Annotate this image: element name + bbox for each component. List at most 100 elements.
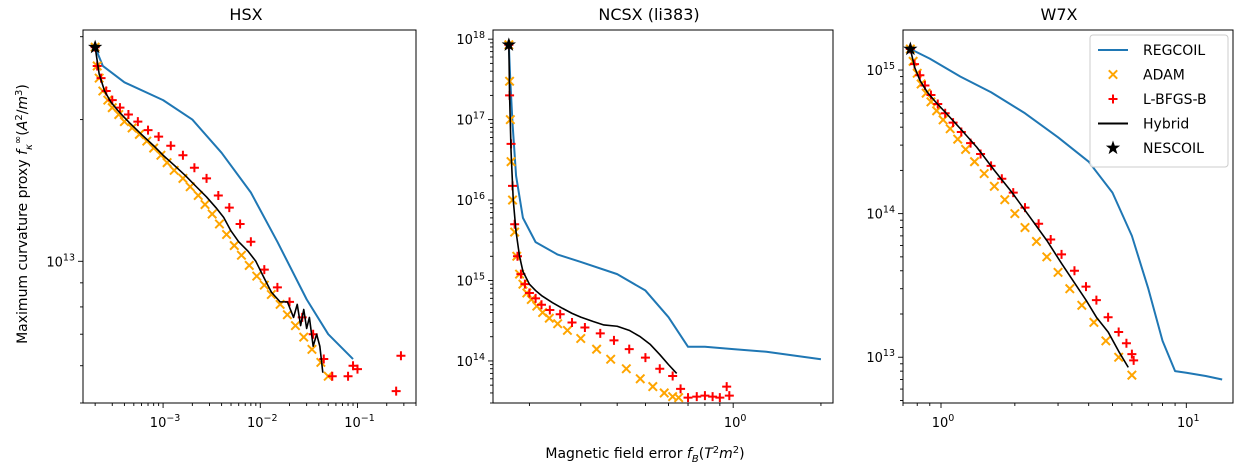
axis-ticks: 100 101 1013 1014 1015 <box>866 61 1199 431</box>
l-bfgs-b-point <box>1091 295 1101 305</box>
panel-title: W7X <box>1041 5 1078 24</box>
adam-point <box>266 289 277 300</box>
adam-point <box>979 168 990 179</box>
legend-label-adam: ADAM <box>1143 68 1185 84</box>
l-bfgs-b-point <box>524 288 534 298</box>
legend: REGCOIL ADAM L-BFGS-B Hybrid NESCOIL <box>1089 34 1229 168</box>
regcoil-line <box>909 48 1223 381</box>
adam-point <box>290 320 301 331</box>
legend-label-hybrid: Hybrid <box>1143 117 1189 133</box>
adam-point <box>1088 317 1099 328</box>
adam-point <box>673 392 684 403</box>
adam-point <box>244 260 255 271</box>
l-bfgs-b-point <box>213 190 223 200</box>
l-bfgs-b-point <box>668 371 678 381</box>
l-bfgs-b-point <box>1121 338 1131 348</box>
l-bfgs-b-point <box>178 150 188 160</box>
l-bfgs-b-point <box>224 203 234 213</box>
panel-w7x: W7X 100 101 1013 1014 1015 <box>866 5 1234 431</box>
adam-point <box>1031 236 1042 247</box>
tick-label: 1016 <box>456 191 485 209</box>
tick-label: 10−2 <box>247 413 278 431</box>
axis-ticks: 100 1014 1015 1016 1017 1018 <box>456 30 822 431</box>
l-bfgs-b-point <box>154 132 164 142</box>
l-bfgs-b-point <box>683 393 693 403</box>
l-bfgs-b-point <box>202 173 212 183</box>
tick-label: 101 <box>1177 413 1200 431</box>
l-bfgs-b-point <box>391 386 401 396</box>
tick-label: 1015 <box>456 271 485 289</box>
adam-point <box>193 190 204 201</box>
adam-point <box>544 313 555 324</box>
adam-point <box>251 271 262 282</box>
l-bfgs-b-point <box>567 318 577 328</box>
panel-ncsx: NCSX (li383) 100 1014 1015 1016 1017 1018 <box>456 5 834 431</box>
axes-frame <box>902 29 1234 404</box>
l-bfgs-b-point <box>123 110 133 120</box>
adam-point <box>298 332 309 343</box>
adam-point <box>307 344 317 355</box>
axes-frame <box>82 29 417 404</box>
adam-point <box>1076 300 1087 311</box>
adam-point <box>1041 251 1052 262</box>
series-group <box>88 39 406 396</box>
l-bfgs-b-point <box>948 118 958 128</box>
l-bfgs-b-point <box>536 300 546 310</box>
legend-swatch-nescoil <box>1105 140 1121 155</box>
legend-swatch-adam <box>1108 69 1118 80</box>
adam-point <box>591 344 602 355</box>
l-bfgs-b-point <box>352 364 362 374</box>
series-group <box>501 37 822 403</box>
tick-label: 1014 <box>866 205 895 223</box>
tick-label: 1014 <box>456 352 485 370</box>
adam-point <box>575 333 586 344</box>
hybrid-line <box>508 44 678 374</box>
adam-point <box>960 144 971 155</box>
tick-label: 100 <box>724 413 747 431</box>
legend-swatch-l-bfgs-b <box>1108 94 1118 104</box>
adam-point <box>1009 208 1020 219</box>
regcoil-line <box>507 44 822 361</box>
tick-label: 100 <box>932 413 955 431</box>
l-bfgs-b-point <box>246 237 256 247</box>
plot-area <box>903 41 1223 381</box>
l-bfgs-b-point <box>640 353 650 363</box>
adam-point <box>635 373 646 384</box>
l-bfgs-b-point <box>133 117 143 127</box>
legend-label-nescoil: NESCOIL <box>1143 141 1204 157</box>
hybrid-line <box>94 47 324 373</box>
plot-area <box>88 39 406 396</box>
l-bfgs-b-point <box>531 293 541 303</box>
l-bfgs-b-point <box>166 141 176 151</box>
l-bfgs-b-point <box>259 265 269 275</box>
tick-label: 1013 <box>866 348 895 366</box>
adam-point <box>214 219 225 229</box>
adam-point <box>621 363 632 374</box>
axis-ticks: 10−3 10−2 10−1 1013 <box>46 36 417 431</box>
l-bfgs-b-point <box>692 392 702 402</box>
tick-label: 10−3 <box>150 413 181 431</box>
l-bfgs-b-point <box>143 125 153 135</box>
adam-point <box>969 156 980 167</box>
l-bfgs-b-point <box>235 219 245 229</box>
l-bfgs-b-point <box>715 393 725 403</box>
adam-point <box>229 240 240 251</box>
axes-frame <box>492 29 834 404</box>
l-bfgs-b-point <box>655 364 665 374</box>
l-bfgs-b-point <box>609 335 619 345</box>
l-bfgs-b-point <box>1046 235 1056 245</box>
panel-title: HSX <box>229 5 262 24</box>
adam-point <box>647 381 658 392</box>
l-bfgs-b-point <box>1114 327 1124 337</box>
adam-point <box>659 388 670 398</box>
l-bfgs-b-point <box>580 323 590 333</box>
tick-label: 10−1 <box>344 413 375 431</box>
l-bfgs-b-point <box>512 251 522 261</box>
nescoil-point <box>501 37 516 51</box>
adam-point <box>236 250 247 261</box>
adam-point <box>134 129 145 140</box>
legend-box <box>1089 34 1229 168</box>
l-bfgs-b-point <box>1127 349 1137 359</box>
l-bfgs-b-point <box>272 282 282 292</box>
legend-label-l-bfgs-b: L-BFGS-B <box>1143 92 1207 108</box>
